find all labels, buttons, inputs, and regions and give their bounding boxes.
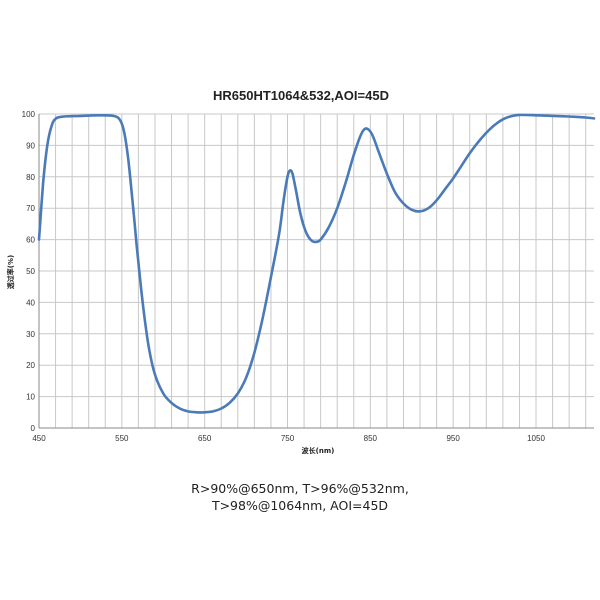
y-axis-label: 透过率(%) — [6, 255, 15, 289]
y-tick-labels: 0 10 20 30 40 50 60 70 80 90 100 — [22, 110, 36, 433]
x-tick-label: 850 — [364, 434, 378, 443]
y-tick-label: 100 — [22, 110, 36, 119]
y-tick-label: 20 — [26, 361, 35, 370]
y-tick-label: 80 — [26, 173, 35, 182]
x-tick-label: 450 — [32, 434, 46, 443]
y-tick-label: 10 — [26, 393, 35, 402]
x-tick-label: 750 — [281, 434, 295, 443]
y-tick-label: 90 — [26, 141, 35, 150]
x-tick-label: 550 — [115, 434, 129, 443]
y-tick-label: 30 — [26, 330, 35, 339]
chart-axes — [38, 114, 594, 429]
chart-title: HR650HT1064&532,AOI=45D — [213, 88, 389, 103]
chart-grid — [39, 113, 594, 429]
y-tick-label: 40 — [26, 298, 35, 307]
y-tick-label: 60 — [26, 236, 35, 245]
caption-line-2: T>98%@1064nm, AOI=45D — [211, 498, 389, 513]
x-tick-labels: 450 550 650 750 850 950 1050 — [32, 434, 545, 443]
x-axis-label: 波长(nm) — [302, 446, 335, 455]
y-tick-label: 50 — [26, 267, 35, 276]
transmission-curve — [37, 113, 596, 414]
x-tick-label: 950 — [446, 434, 460, 443]
x-tick-label: 1050 — [527, 434, 545, 443]
y-tick-label: 0 — [31, 424, 36, 433]
y-tick-label: 70 — [26, 204, 35, 213]
x-tick-label: 650 — [198, 434, 212, 443]
caption-line-1: R>90%@650nm, T>96%@532nm, — [191, 481, 409, 496]
